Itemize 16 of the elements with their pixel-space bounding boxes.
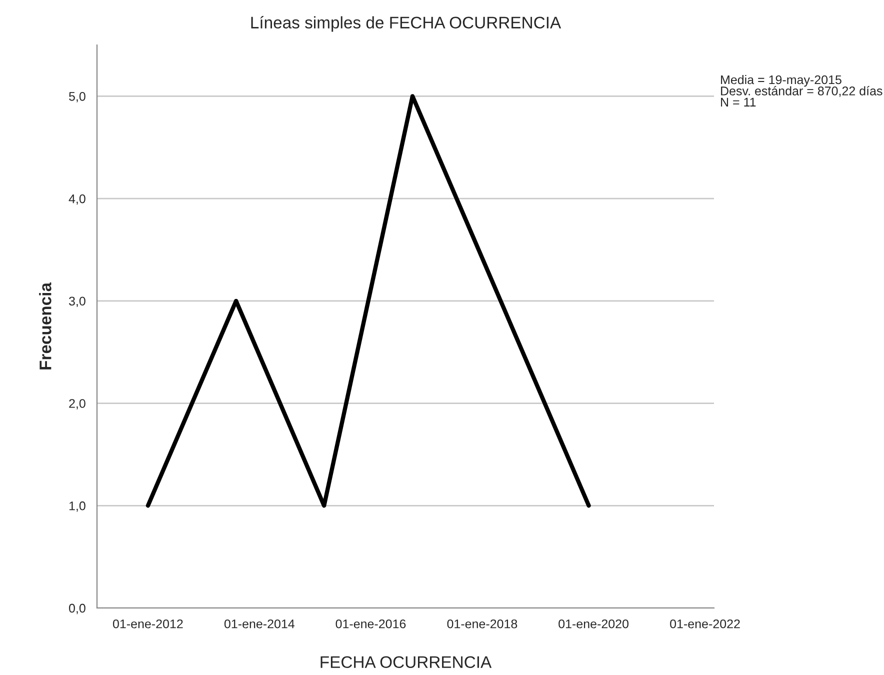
x-tick-label: 01-ene-2020 [558,619,628,628]
x-tick-label: 01-ene-2012 [112,619,183,628]
x-tick-label: 01-ene-2022 [670,619,740,628]
y-tick-label: 4,0 [68,194,86,205]
y-axis-title: Frecuencia [39,282,52,370]
text: Media = 19-may-2015 Desv. estándar = 870,22 días N = 11 [721,75,882,106]
y-tick-label: 1,0 [69,501,86,512]
y-tick-label: 3,0 [68,296,86,308]
chart-title: Líneas simples de FECHA OCURRENCIA [251,16,562,32]
y-tick-label: 5,0 [69,92,86,102]
x-tick-label: 01-ene-2014 [224,619,294,628]
x-tick-label: 01-ene-2018 [447,619,518,628]
y-tick-label: 0,0 [69,604,86,614]
x-axis-title: FECHA OCURRENCIA [320,656,492,668]
y-tick-label: 2,0 [69,399,86,410]
x-tick-label: 01-ene-2016 [336,619,406,628]
